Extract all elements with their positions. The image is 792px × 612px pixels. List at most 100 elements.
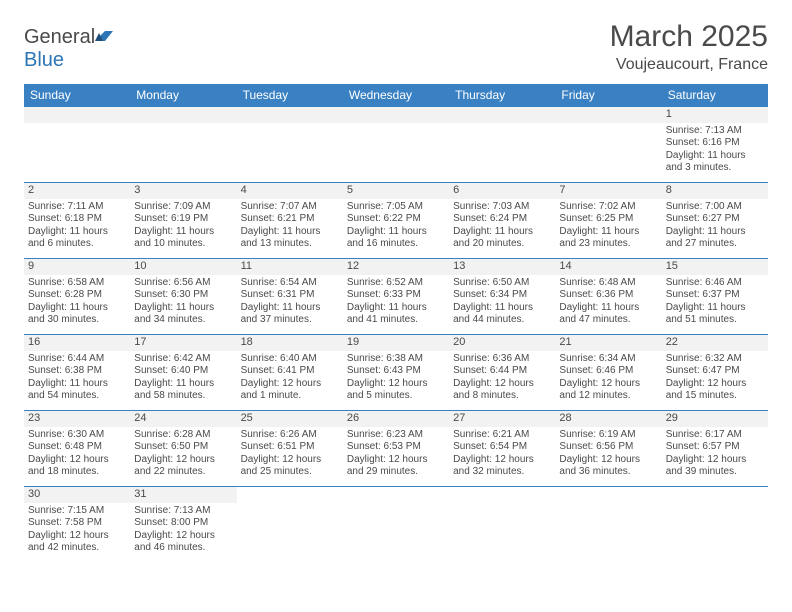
location: Voujeaucourt, France <box>610 56 768 74</box>
sunrise-line: Sunrise: 7:03 AM <box>453 201 551 214</box>
sunset-line: Sunset: 6:44 PM <box>453 365 551 378</box>
sunrise-line: Sunrise: 6:54 AM <box>241 277 339 290</box>
day-21: 21Sunrise: 6:34 AMSunset: 6:46 PMDayligh… <box>555 335 661 411</box>
sunset-line: Sunset: 6:51 PM <box>241 441 339 454</box>
weekday-saturday: Saturday <box>662 84 768 107</box>
daylight-line: Daylight: 11 hours and 30 minutes. <box>28 302 126 327</box>
sunrise-line: Sunrise: 6:34 AM <box>559 353 657 366</box>
empty-cell <box>237 487 343 563</box>
empty-cell <box>24 107 130 183</box>
daylight-line: Daylight: 11 hours and 54 minutes. <box>28 378 126 403</box>
daylight-line: Daylight: 12 hours and 22 minutes. <box>134 454 232 479</box>
empty-cell <box>555 107 661 183</box>
daylight-line: Daylight: 12 hours and 1 minute. <box>241 378 339 403</box>
day-29: 29Sunrise: 6:17 AMSunset: 6:57 PMDayligh… <box>662 411 768 487</box>
sunset-line: Sunset: 7:58 PM <box>28 517 126 530</box>
day-number: 20 <box>449 335 555 351</box>
calendar-row: 16Sunrise: 6:44 AMSunset: 6:38 PMDayligh… <box>24 335 768 411</box>
sunrise-line: Sunrise: 6:38 AM <box>347 353 445 366</box>
sunrise-line: Sunrise: 6:42 AM <box>134 353 232 366</box>
sunrise-line: Sunrise: 6:30 AM <box>28 429 126 442</box>
day-12: 12Sunrise: 6:52 AMSunset: 6:33 PMDayligh… <box>343 259 449 335</box>
day-7: 7Sunrise: 7:02 AMSunset: 6:25 PMDaylight… <box>555 183 661 259</box>
daylight-line: Daylight: 12 hours and 8 minutes. <box>453 378 551 403</box>
daylight-line: Daylight: 11 hours and 34 minutes. <box>134 302 232 327</box>
day-18: 18Sunrise: 6:40 AMSunset: 6:41 PMDayligh… <box>237 335 343 411</box>
calendar-row: 2Sunrise: 7:11 AMSunset: 6:18 PMDaylight… <box>24 183 768 259</box>
daylight-line: Daylight: 11 hours and 23 minutes. <box>559 226 657 251</box>
sunset-line: Sunset: 8:00 PM <box>134 517 232 530</box>
calendar-row: 30Sunrise: 7:15 AMSunset: 7:58 PMDayligh… <box>24 487 768 563</box>
sunrise-line: Sunrise: 6:23 AM <box>347 429 445 442</box>
sunrise-line: Sunrise: 7:02 AM <box>559 201 657 214</box>
weekday-header-row: SundayMondayTuesdayWednesdayThursdayFrid… <box>24 84 768 107</box>
calendar-table: SundayMondayTuesdayWednesdayThursdayFrid… <box>24 84 768 563</box>
sunrise-line: Sunrise: 6:48 AM <box>559 277 657 290</box>
daylight-line: Daylight: 12 hours and 46 minutes. <box>134 530 232 555</box>
sunset-line: Sunset: 6:18 PM <box>28 213 126 226</box>
day-15: 15Sunrise: 6:46 AMSunset: 6:37 PMDayligh… <box>662 259 768 335</box>
sunrise-line: Sunrise: 6:17 AM <box>666 429 764 442</box>
day-number: 28 <box>555 411 661 427</box>
sunset-line: Sunset: 6:30 PM <box>134 289 232 302</box>
sunset-line: Sunset: 6:31 PM <box>241 289 339 302</box>
sunrise-line: Sunrise: 7:11 AM <box>28 201 126 214</box>
sunrise-line: Sunrise: 6:58 AM <box>28 277 126 290</box>
sunset-line: Sunset: 6:21 PM <box>241 213 339 226</box>
sunrise-line: Sunrise: 7:13 AM <box>666 125 764 138</box>
daylight-line: Daylight: 11 hours and 20 minutes. <box>453 226 551 251</box>
day-2: 2 Sunrise: 7:11 AMSunset: 6:18 PMDaylight… <box>24 183 130 259</box>
day-number: 26 <box>343 411 449 427</box>
daylight-line: Daylight: 12 hours and 18 minutes. <box>28 454 126 479</box>
logo-part2: Blue <box>24 49 64 71</box>
sunset-line: Sunset: 6:47 PM <box>666 365 764 378</box>
sunset-line: Sunset: 6:34 PM <box>453 289 551 302</box>
sunrise-line: Sunrise: 6:19 AM <box>559 429 657 442</box>
header: GeneralBlue March 2025 Voujeaucourt, Fra… <box>24 20 768 74</box>
day-number: 23 <box>24 411 130 427</box>
day-22: 22Sunrise: 6:32 AMSunset: 6:47 PMDayligh… <box>662 335 768 411</box>
day-number: 2 <box>24 183 130 199</box>
day-number: 3 <box>130 183 236 199</box>
day-23: 23Sunrise: 6:30 AMSunset: 6:48 PMDayligh… <box>24 411 130 487</box>
sunset-line: Sunset: 6:38 PM <box>28 365 126 378</box>
sunrise-line: Sunrise: 6:46 AM <box>666 277 764 290</box>
day-number: 10 <box>130 259 236 275</box>
sunset-line: Sunset: 6:24 PM <box>453 213 551 226</box>
blank-daynum <box>449 107 555 123</box>
sunset-line: Sunset: 6:27 PM <box>666 213 764 226</box>
daylight-line: Daylight: 11 hours and 44 minutes. <box>453 302 551 327</box>
day-5: 5Sunrise: 7:05 AMSunset: 6:22 PMDaylight… <box>343 183 449 259</box>
sunrise-line: Sunrise: 6:40 AM <box>241 353 339 366</box>
sunset-line: Sunset: 6:16 PM <box>666 137 764 150</box>
sunset-line: Sunset: 6:36 PM <box>559 289 657 302</box>
daylight-line: Daylight: 11 hours and 37 minutes. <box>241 302 339 327</box>
daylight-line: Daylight: 11 hours and 47 minutes. <box>559 302 657 327</box>
day-9: 9Sunrise: 6:58 AMSunset: 6:28 PMDaylight… <box>24 259 130 335</box>
day-14: 14Sunrise: 6:48 AMSunset: 6:36 PMDayligh… <box>555 259 661 335</box>
day-19: 19Sunrise: 6:38 AMSunset: 6:43 PMDayligh… <box>343 335 449 411</box>
month-title: March 2025 <box>610 20 768 54</box>
day-number: 11 <box>237 259 343 275</box>
sunrise-line: Sunrise: 7:13 AM <box>134 505 232 518</box>
daylight-line: Daylight: 12 hours and 42 minutes. <box>28 530 126 555</box>
sunset-line: Sunset: 6:28 PM <box>28 289 126 302</box>
daylight-line: Daylight: 11 hours and 6 minutes. <box>28 226 126 251</box>
day-8: 8Sunrise: 7:00 AMSunset: 6:27 PMDaylight… <box>662 183 768 259</box>
daylight-line: Daylight: 11 hours and 3 minutes. <box>666 150 764 175</box>
day-28: 28Sunrise: 6:19 AMSunset: 6:56 PMDayligh… <box>555 411 661 487</box>
sunset-line: Sunset: 6:56 PM <box>559 441 657 454</box>
sunrise-line: Sunrise: 6:32 AM <box>666 353 764 366</box>
weekday-monday: Monday <box>130 84 236 107</box>
day-10: 10Sunrise: 6:56 AMSunset: 6:30 PMDayligh… <box>130 259 236 335</box>
sunrise-line: Sunrise: 7:07 AM <box>241 201 339 214</box>
empty-cell <box>343 107 449 183</box>
day-31: 31Sunrise: 7:13 AMSunset: 8:00 PMDayligh… <box>130 487 236 563</box>
sunrise-line: Sunrise: 6:28 AM <box>134 429 232 442</box>
day-16: 16Sunrise: 6:44 AMSunset: 6:38 PMDayligh… <box>24 335 130 411</box>
day-24: 24Sunrise: 6:28 AMSunset: 6:50 PMDayligh… <box>130 411 236 487</box>
day-number: 21 <box>555 335 661 351</box>
logo-part1: General <box>24 26 95 48</box>
blank-daynum <box>237 107 343 123</box>
daylight-line: Daylight: 12 hours and 32 minutes. <box>453 454 551 479</box>
